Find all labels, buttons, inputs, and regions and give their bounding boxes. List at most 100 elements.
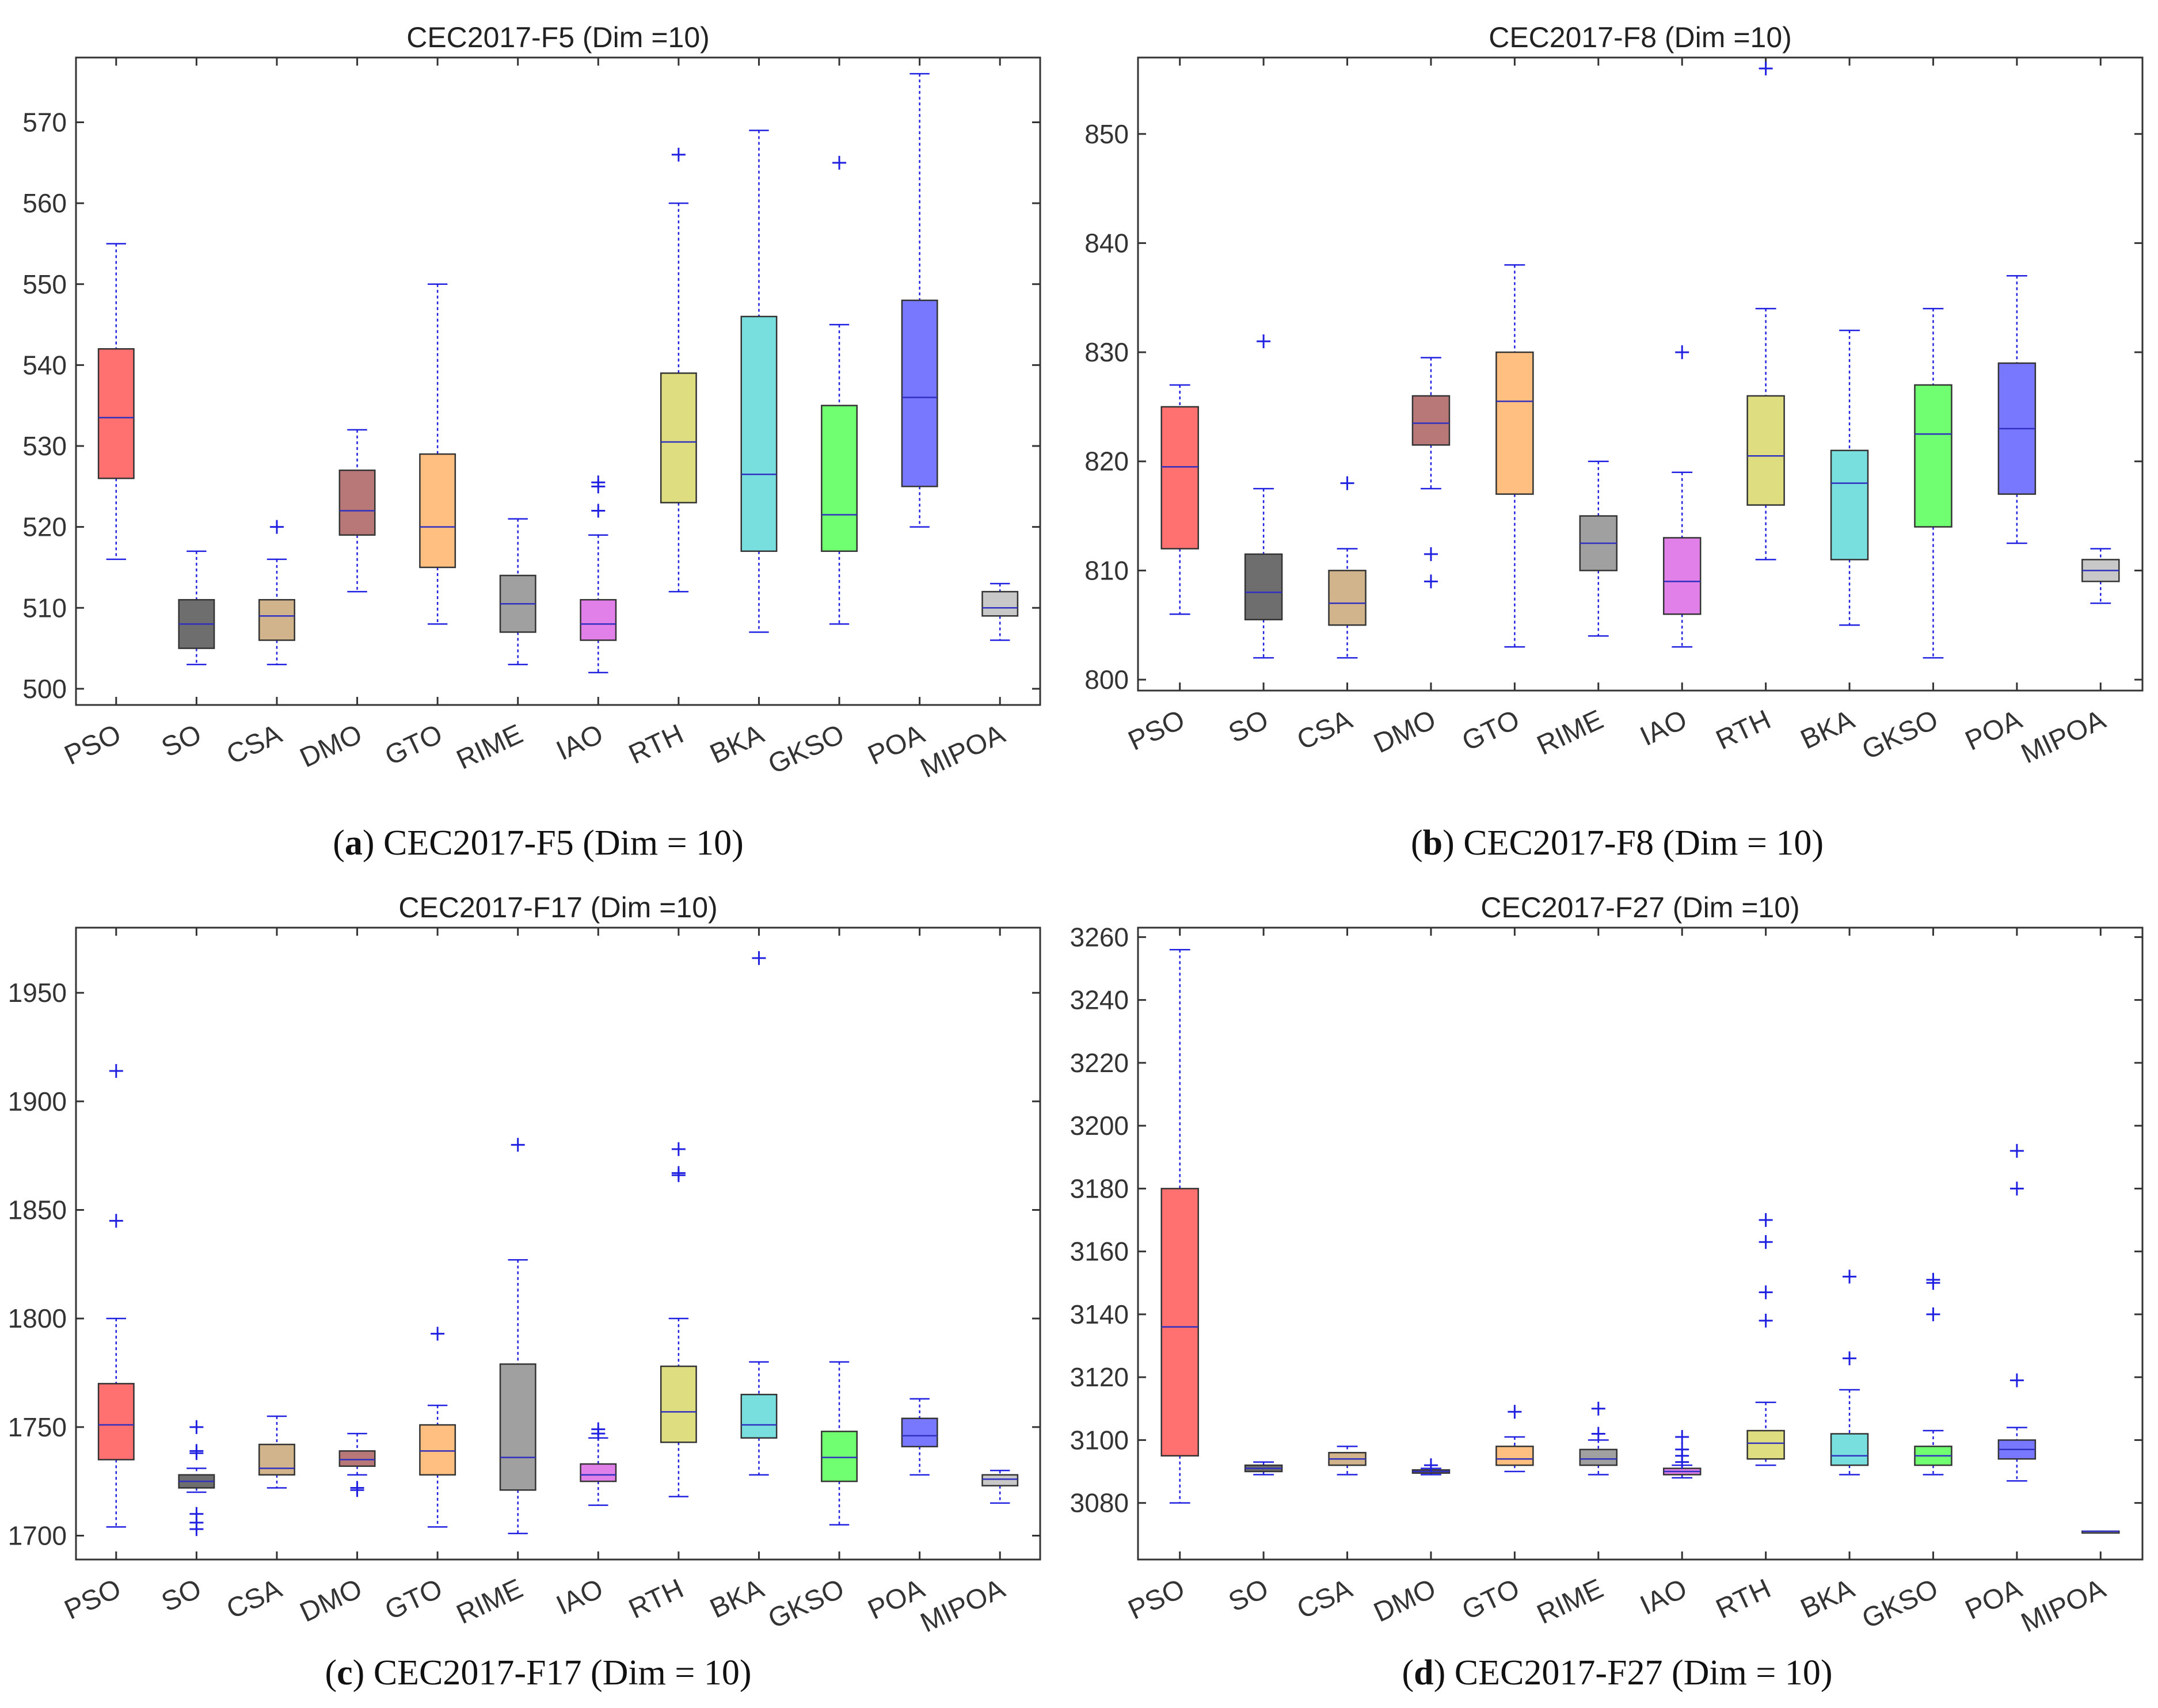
outlier-point — [1424, 547, 1438, 561]
outlier-point — [1675, 1442, 1689, 1457]
box-rth: RTH — [625, 928, 697, 1625]
box-bka: BKA — [1796, 58, 1869, 756]
iqr-box — [1830, 449, 1869, 561]
x-tick-label: RIME — [1532, 704, 1608, 761]
x-tick-label: GTO — [1457, 704, 1524, 757]
x-tick-label: BKA — [1796, 1573, 1859, 1625]
outlier-point — [2009, 1373, 2024, 1387]
iqr-box — [981, 590, 1019, 617]
box-dmo: DMO — [1369, 928, 1451, 1628]
x-tick-label: IAO — [1636, 704, 1692, 752]
chart-title: CEC2017-F5 (Dim =10) — [406, 21, 710, 54]
outlier-point — [1843, 1269, 1857, 1284]
outlier-point — [1843, 1351, 1857, 1366]
outlier-point — [591, 504, 606, 518]
x-tick-label: SO — [1224, 1573, 1273, 1618]
box-iao: IAO — [552, 58, 617, 767]
x-tick-label: PSO — [60, 719, 125, 771]
iqr-box — [580, 598, 617, 641]
y-tick-label: 560 — [22, 188, 67, 218]
outlier-point — [1759, 1313, 1773, 1328]
x-tick-label: BKA — [706, 719, 768, 770]
iqr-box — [1579, 1448, 1618, 1466]
x-tick-label: CSA — [222, 719, 287, 771]
y-tick-label: 3160 — [1070, 1237, 1129, 1267]
x-tick-label: CSA — [222, 1573, 287, 1625]
x-tick-label: MIPOA — [916, 719, 1010, 784]
outlier-point — [511, 1138, 525, 1152]
outlier-point — [109, 1214, 123, 1228]
chart-title: CEC2017-F17 (Dim =10) — [398, 891, 717, 924]
box-iao: IAO — [552, 928, 617, 1621]
box-gto: GTO — [380, 928, 456, 1626]
box-poa: POA — [863, 928, 938, 1626]
box-rth: RTH — [1711, 928, 1785, 1625]
y-tick-label: 3220 — [1070, 1048, 1129, 1078]
x-tick-label: DMO — [295, 719, 367, 773]
iqr-box — [981, 1474, 1019, 1486]
y-tick-label: 570 — [22, 108, 67, 138]
outlier-point — [1759, 1213, 1773, 1227]
box-gkso: GKSO — [1858, 58, 1953, 766]
box-gto: GTO — [1457, 58, 1534, 757]
y-tick-label: 1750 — [8, 1412, 67, 1442]
outlier-point — [1675, 345, 1689, 360]
outlier-point — [1926, 1307, 1940, 1321]
iqr-box — [338, 1450, 376, 1467]
y-tick-label: 850 — [1084, 119, 1129, 149]
outlier-point — [269, 520, 284, 534]
x-tick-label: RIME — [1532, 1573, 1608, 1630]
box-dmo: DMO — [295, 928, 376, 1628]
x-tick-label: MIPOA — [916, 1573, 1010, 1638]
iqr-box — [338, 469, 376, 536]
iqr-box — [419, 1424, 456, 1476]
y-tick-label: 3140 — [1070, 1299, 1129, 1329]
outlier-point — [671, 1166, 686, 1180]
iqr-box — [821, 405, 858, 552]
x-tick-label: RTH — [1711, 704, 1775, 756]
outlier-point — [350, 1481, 364, 1495]
iqr-box — [740, 315, 778, 552]
box-so: SO — [157, 928, 215, 1618]
box-gkso: GKSO — [1858, 928, 1953, 1635]
y-tick-label: 3120 — [1070, 1362, 1129, 1392]
iqr-box — [97, 1383, 135, 1461]
caption-c: (c) CEC2017-F17 (Dim = 10) — [325, 1653, 752, 1692]
caption-b: (b) CEC2017-F8 (Dim = 10) — [1411, 824, 1824, 863]
chart-panel-3: CEC2017-F17 (Dim =10) 1700 1750 1800 1850 190… — [8, 891, 1041, 1638]
y-tick-label: 1950 — [8, 978, 67, 1008]
outlier-point — [431, 1326, 445, 1341]
box-pso: PSO — [1124, 928, 1199, 1626]
box-csa: CSA — [1292, 58, 1367, 756]
y-tick-label: 530 — [22, 431, 67, 461]
x-tick-label: CSA — [1292, 704, 1357, 756]
x-tick-label: IAO — [1636, 1573, 1692, 1621]
x-tick-label: RTH — [625, 719, 688, 770]
caption-a: (a) CEC2017-F5 (Dim = 10) — [333, 824, 744, 863]
plot-frame — [75, 927, 1041, 1561]
iqr-box — [1746, 1429, 1785, 1460]
iqr-box — [1830, 1433, 1869, 1466]
iqr-box — [258, 1443, 295, 1476]
box-pso: PSO — [60, 928, 135, 1626]
box-so: SO — [1224, 58, 1283, 749]
outlier-point — [1591, 1401, 1605, 1416]
box-rime: RIME — [452, 928, 536, 1630]
iqr-box — [1746, 395, 1785, 506]
box-iao: IAO — [1636, 58, 1702, 752]
y-tick-label: 3200 — [1070, 1111, 1129, 1141]
box-poa: POA — [1961, 928, 2037, 1626]
x-tick-label: CSA — [1292, 1573, 1357, 1625]
iqr-box — [97, 348, 135, 479]
box-rime: RIME — [452, 58, 536, 776]
y-tick-label: 1700 — [8, 1520, 67, 1550]
outlier-point — [189, 1444, 204, 1458]
iqr-box — [1160, 1188, 1199, 1457]
iqr-box — [1160, 406, 1199, 550]
x-tick-label: GKSO — [764, 719, 849, 780]
outlier-point — [1424, 574, 1438, 589]
iqr-box — [660, 372, 697, 504]
x-tick-label: PSO — [1124, 704, 1189, 757]
iqr-box — [1914, 384, 1953, 528]
y-tick-label: 3100 — [1070, 1425, 1129, 1455]
